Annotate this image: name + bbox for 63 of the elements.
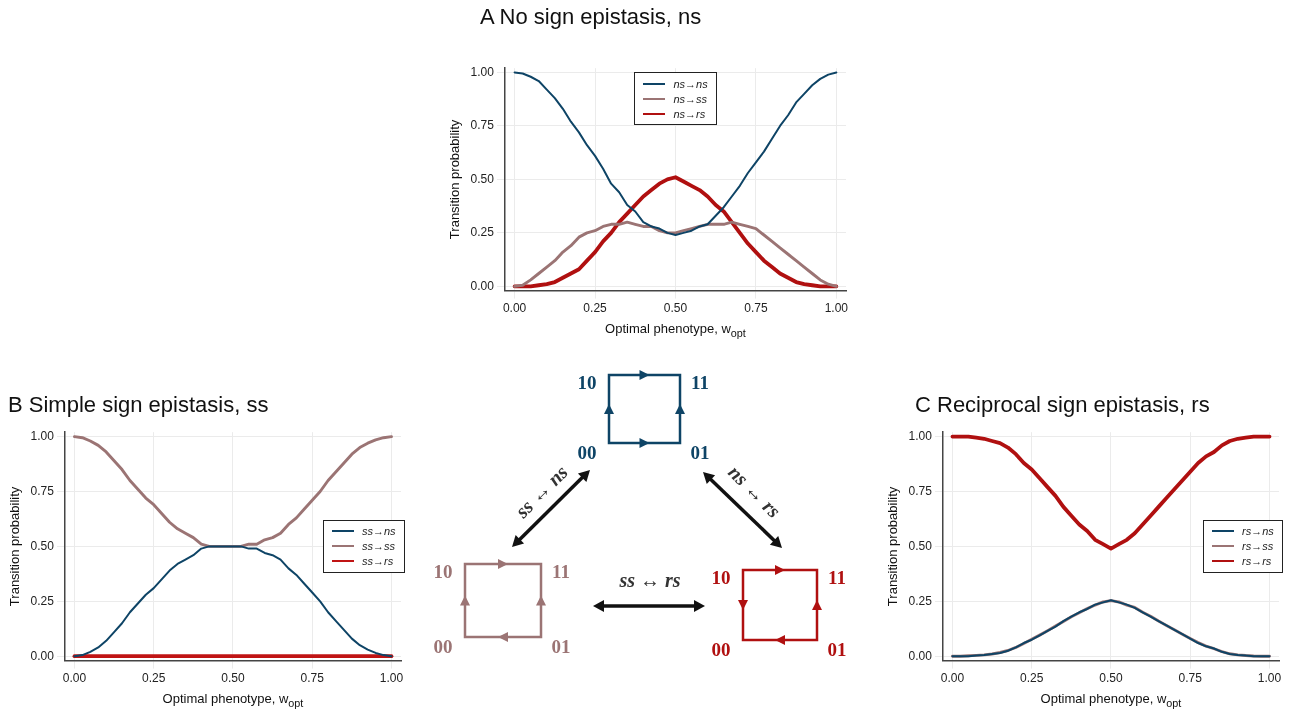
x-tick-label: 0.50 <box>221 671 245 686</box>
x-tick-label: 0.00 <box>502 301 527 316</box>
text: 01 <box>551 636 571 658</box>
x-axis-title: Optimal phenotype, w$_{opt}$ <box>605 321 746 339</box>
legend-label: ns→ss <box>673 92 708 105</box>
x-tick-label: 0.25 <box>1020 671 1044 686</box>
text: 11 <box>552 561 570 583</box>
text: ss ↔ ns <box>510 460 573 523</box>
legend-label: ss→rs <box>362 555 394 568</box>
y-tick-label: 0.25 <box>908 593 933 608</box>
y-tick-label: 0.00 <box>908 648 933 663</box>
x-tick-label: 0.75 <box>744 301 768 316</box>
y-tick-label: 0.75 <box>908 483 933 498</box>
legend-label: rs→rs <box>1242 555 1272 568</box>
text: 00 <box>711 639 731 661</box>
legend-label: ss→ss <box>362 540 395 553</box>
legend-label: rs→ss <box>1242 540 1274 553</box>
legend-label: ns→ns <box>673 77 708 90</box>
y-tick-label: 1.00 <box>470 64 495 79</box>
y-tick-label: 0.75 <box>470 118 495 133</box>
text: ns ↔ rs <box>724 460 786 523</box>
x-tick-label: 0.50 <box>663 301 688 316</box>
x-tick-label: 0.25 <box>142 671 166 686</box>
x-tick-label: 1.00 <box>1257 671 1282 686</box>
x-tick-label: 0.50 <box>1099 671 1123 686</box>
y-tick-label: 0.25 <box>30 593 55 608</box>
x-tick-label: 1.00 <box>824 301 849 316</box>
chart-title: B Simple sign epistasis, ss <box>8 392 269 418</box>
y-tick-label: 0.75 <box>30 483 55 498</box>
chart-title: C Reciprocal sign epistasis, rs <box>915 392 1210 418</box>
text: 11 <box>691 372 709 394</box>
text: 00 <box>433 636 453 658</box>
legend-label: ns→rs <box>673 107 706 120</box>
text: 00 <box>577 442 597 464</box>
x-tick-label: 1.00 <box>379 671 404 686</box>
chart-title: A No sign epistasis, ns <box>480 4 702 30</box>
x-tick-label: 0.75 <box>300 671 325 686</box>
x-axis-title: Optimal phenotype, w$_{opt}$ <box>1040 691 1182 709</box>
y-tick-label: 0.25 <box>470 225 495 240</box>
legend-label: ss→ns <box>362 525 396 538</box>
x-axis-title: Optimal phenotype, w$_{opt}$ <box>162 691 304 709</box>
y-tick-label: 0.50 <box>30 538 55 553</box>
text: ss ↔ rs <box>618 568 681 591</box>
x-tick-label: 0.25 <box>583 301 608 316</box>
y-axis-title: Transition probability <box>7 486 23 607</box>
text: 10 <box>433 561 453 583</box>
x-tick-label: 0.75 <box>1178 671 1203 686</box>
y-axis-title: Transition probability <box>885 486 901 607</box>
text: 10 <box>711 567 731 589</box>
text: 01 <box>827 639 847 661</box>
legend-label: rs→ns <box>1242 525 1274 538</box>
y-tick-label: 0.00 <box>470 278 495 293</box>
y-tick-label: 0.50 <box>908 538 933 553</box>
x-tick-label: 0.00 <box>62 671 87 686</box>
y-tick-label: 1.00 <box>908 428 933 443</box>
y-tick-label: 0.00 <box>30 648 55 663</box>
x-tick-label: 0.00 <box>940 671 965 686</box>
text: 10 <box>577 372 597 394</box>
y-tick-label: 1.00 <box>30 428 55 443</box>
text: 01 <box>690 442 710 464</box>
y-axis-title: Transition probability <box>447 119 463 240</box>
text: 11 <box>828 567 846 589</box>
y-tick-label: 0.50 <box>470 171 495 186</box>
